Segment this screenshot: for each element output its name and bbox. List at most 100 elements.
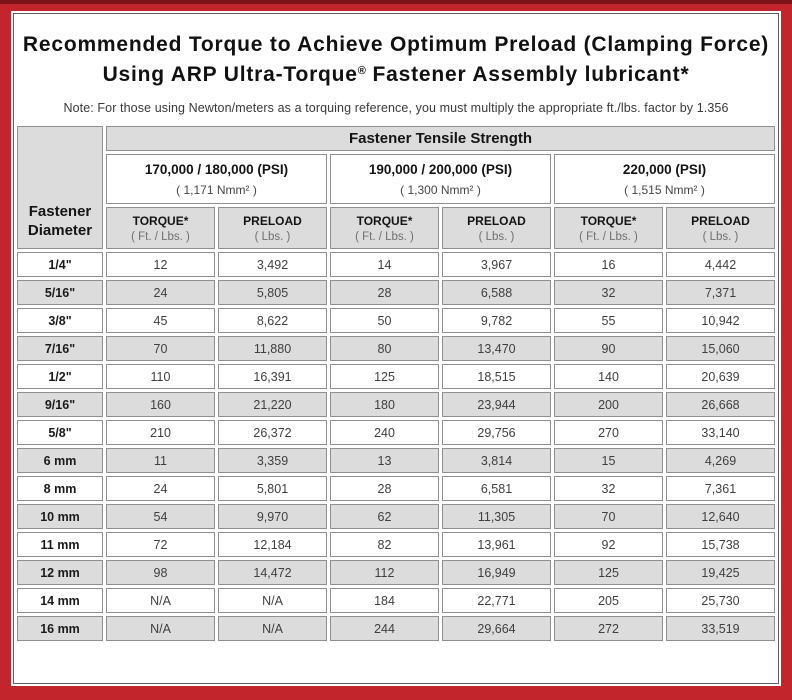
column-unit-header-row: TORQUE* ( Ft. / Lbs. ) PRELOAD ( Lbs. ) … bbox=[17, 207, 775, 249]
torque-value-cell: 12 bbox=[106, 252, 215, 277]
page-title-line2-suffix: Fastener Assembly lubricant* bbox=[365, 63, 690, 86]
page-title: Recommended Torque to Achieve Optimum Pr… bbox=[14, 30, 778, 93]
table-row: 1/2" 110 16,391 125 18,515 140 20,639 bbox=[17, 364, 775, 389]
preload-value-cell: 29,756 bbox=[442, 420, 551, 445]
table-row: 14 mm N/A N/A 184 22,771 205 25,730 bbox=[17, 588, 775, 613]
preload-unit-3: ( Lbs. ) bbox=[702, 230, 739, 243]
preload-value-cell: 16,391 bbox=[218, 364, 327, 389]
preload-value-cell: 7,361 bbox=[666, 476, 775, 501]
torque-value-cell: 14 bbox=[330, 252, 439, 277]
torque-value-cell: 180 bbox=[330, 392, 439, 417]
preload-value-cell: 12,184 bbox=[218, 532, 327, 557]
preload-label-1: PRELOAD bbox=[243, 213, 302, 228]
conversion-note: Note: For those using Newton/meters as a… bbox=[63, 101, 729, 115]
preload-label-2: PRELOAD bbox=[467, 213, 526, 228]
preload-value-cell: 20,639 bbox=[666, 364, 775, 389]
nmm-value-2: ( 1,300 Nmm² ) bbox=[400, 182, 481, 197]
row-header-diameter: 10 mm bbox=[17, 504, 103, 529]
tensile-strength-header: Fastener Tensile Strength bbox=[106, 126, 775, 151]
torque-unit-3: ( Ft. / Lbs. ) bbox=[579, 230, 638, 243]
preload-value-cell: 23,944 bbox=[442, 392, 551, 417]
torque-value-cell: 244 bbox=[330, 616, 439, 641]
page-title-line2-prefix: Using ARP Ultra-Torque bbox=[102, 63, 358, 86]
torque-value-cell: 13 bbox=[330, 448, 439, 473]
psi-group-header-2: 190,000 / 200,000 (PSI) ( 1,300 Nmm² ) bbox=[330, 154, 551, 204]
torque-value-cell: 55 bbox=[554, 308, 663, 333]
preload-value-cell: 29,664 bbox=[442, 616, 551, 641]
torque-value-cell: 110 bbox=[106, 364, 215, 389]
psi-value-1: 170,000 / 180,000 (PSI) bbox=[144, 161, 289, 177]
nmm-value-1: ( 1,171 Nmm² ) bbox=[176, 182, 257, 197]
preload-column-header-1: PRELOAD ( Lbs. ) bbox=[218, 207, 327, 249]
table-row: 10 mm 54 9,970 62 11,305 70 12,640 bbox=[17, 504, 775, 529]
preload-value-cell: 9,970 bbox=[218, 504, 327, 529]
table-row: 7/16" 70 11,880 80 13,470 90 15,060 bbox=[17, 336, 775, 361]
preload-value-cell: 25,730 bbox=[666, 588, 775, 613]
torque-label-2: TORQUE* bbox=[356, 213, 413, 228]
torque-value-cell: 240 bbox=[330, 420, 439, 445]
torque-value-cell: 125 bbox=[554, 560, 663, 585]
preload-value-cell: 4,442 bbox=[666, 252, 775, 277]
table-row: 12 mm 98 14,472 112 16,949 125 19,425 bbox=[17, 560, 775, 585]
preload-value-cell: 13,470 bbox=[442, 336, 551, 361]
torque-value-cell: 24 bbox=[106, 476, 215, 501]
row-header-diameter: 12 mm bbox=[17, 560, 103, 585]
psi-group-header-row: 170,000 / 180,000 (PSI) ( 1,171 Nmm² ) 1… bbox=[17, 154, 775, 204]
torque-value-cell: 80 bbox=[330, 336, 439, 361]
preload-value-cell: 9,782 bbox=[442, 308, 551, 333]
torque-column-header-3: TORQUE* ( Ft. / Lbs. ) bbox=[554, 207, 663, 249]
torque-value-cell: 70 bbox=[106, 336, 215, 361]
preload-unit-1: ( Lbs. ) bbox=[254, 230, 291, 243]
torque-unit-1: ( Ft. / Lbs. ) bbox=[131, 230, 190, 243]
torque-value-cell: 45 bbox=[106, 308, 215, 333]
torque-value-cell: 272 bbox=[554, 616, 663, 641]
torque-value-cell: 140 bbox=[554, 364, 663, 389]
row-header-diameter: 6 mm bbox=[17, 448, 103, 473]
preload-value-cell: 3,967 bbox=[442, 252, 551, 277]
page-title-line1: Recommended Torque to Achieve Optimum Pr… bbox=[22, 33, 770, 56]
torque-value-cell: N/A bbox=[106, 588, 215, 613]
fastener-diameter-header-line1: Fastener bbox=[28, 203, 92, 220]
torque-unit-2: ( Ft. / Lbs. ) bbox=[355, 230, 414, 243]
tensile-strength-header-row: Fastener Diameter Fastener Tensile Stren… bbox=[17, 126, 775, 249]
table-body: 1/4" 12 3,492 14 3,967 16 4,442 5/16" 24 5,805 28 6… bbox=[17, 252, 775, 641]
torque-value-cell: 90 bbox=[554, 336, 663, 361]
row-header-diameter: 9/16" bbox=[17, 392, 103, 417]
row-header-diameter: 1/2" bbox=[17, 364, 103, 389]
preload-value-cell: 26,668 bbox=[666, 392, 775, 417]
torque-value-cell: 82 bbox=[330, 532, 439, 557]
frame-top-strip bbox=[0, 0, 792, 4]
nmm-value-3: ( 1,515 Nmm² ) bbox=[624, 182, 705, 197]
torque-value-cell: 54 bbox=[106, 504, 215, 529]
preload-value-cell: 15,060 bbox=[666, 336, 775, 361]
preload-value-cell: 18,515 bbox=[442, 364, 551, 389]
row-header-diameter: 16 mm bbox=[17, 616, 103, 641]
psi-group-header-1: 170,000 / 180,000 (PSI) ( 1,171 Nmm² ) bbox=[106, 154, 327, 204]
row-header-diameter: 1/4" bbox=[17, 252, 103, 277]
preload-value-cell: 15,738 bbox=[666, 532, 775, 557]
preload-value-cell: 8,622 bbox=[218, 308, 327, 333]
torque-preload-table: Fastener Diameter Fastener Tensile Stren… bbox=[14, 123, 778, 644]
torque-value-cell: 70 bbox=[554, 504, 663, 529]
fastener-diameter-header: Fastener Diameter bbox=[17, 126, 103, 249]
torque-value-cell: 16 bbox=[554, 252, 663, 277]
preload-value-cell: 13,961 bbox=[442, 532, 551, 557]
preload-value-cell: 11,880 bbox=[218, 336, 327, 361]
torque-value-cell: 50 bbox=[330, 308, 439, 333]
preload-unit-2: ( Lbs. ) bbox=[478, 230, 515, 243]
fastener-diameter-header-line2: Diameter bbox=[27, 222, 93, 239]
table-row: 1/4" 12 3,492 14 3,967 16 4,442 bbox=[17, 252, 775, 277]
preload-value-cell: 14,472 bbox=[218, 560, 327, 585]
torque-value-cell: 62 bbox=[330, 504, 439, 529]
torque-value-cell: 24 bbox=[106, 280, 215, 305]
preload-value-cell: N/A bbox=[218, 588, 327, 613]
torque-value-cell: 32 bbox=[554, 280, 663, 305]
table-row: 9/16" 160 21,220 180 23,944 200 26,668 bbox=[17, 392, 775, 417]
table-row: 3/8" 45 8,622 50 9,782 55 10,942 bbox=[17, 308, 775, 333]
preload-value-cell: 16,949 bbox=[442, 560, 551, 585]
preload-value-cell: 33,140 bbox=[666, 420, 775, 445]
preload-column-header-2: PRELOAD ( Lbs. ) bbox=[442, 207, 551, 249]
torque-value-cell: 92 bbox=[554, 532, 663, 557]
torque-column-header-2: TORQUE* ( Ft. / Lbs. ) bbox=[330, 207, 439, 249]
row-header-diameter: 3/8" bbox=[17, 308, 103, 333]
